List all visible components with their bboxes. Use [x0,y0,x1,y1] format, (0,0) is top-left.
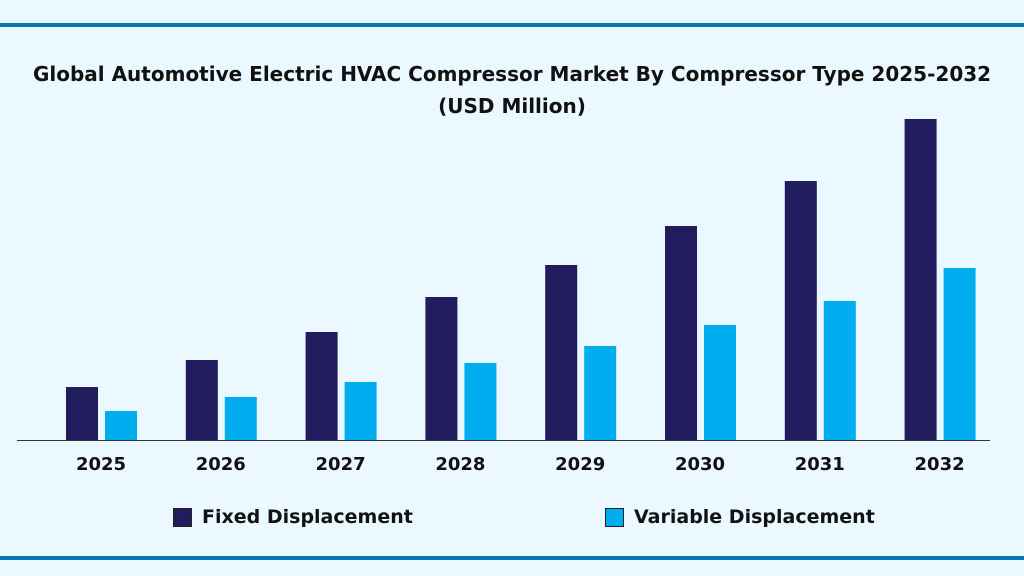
bar-fixed-2026 [185,360,218,440]
bar-variable-2026 [224,397,257,440]
x-tick-label: 2029 [555,454,605,475]
legend-swatch-variable [605,507,624,527]
chart-title: Global Automotive Electric HVAC Compress… [0,58,1024,122]
legend-swatch-fixed [173,507,192,527]
bar-variable-2028 [464,363,497,440]
legend-item-variable: Variable Displacement [605,506,875,528]
x-tick-label: 2027 [316,454,366,475]
title-text: Global Automotive Electric HVAC Compress… [32,62,992,86]
legend-item-fixed: Fixed Displacement [173,506,413,528]
top-rule [0,23,1024,27]
bar-fixed-2032 [904,119,937,440]
bar-variable-2025 [105,411,137,440]
x-tick-label: 2025 [76,454,126,475]
bar-fixed-2027 [305,332,338,440]
bar-variable-2031 [823,301,856,440]
bar-variable-2032 [943,268,976,440]
x-tick-label: 2030 [675,454,725,475]
bar-variable-2029 [584,346,617,440]
legend-label-fixed: Fixed Displacement [202,506,413,528]
x-tick-label: 2026 [196,454,246,475]
bottom-rule [0,556,1024,560]
x-tick-label: 2028 [435,454,485,475]
bar-variable-2030 [704,325,736,440]
bar-variable-2027 [344,382,377,440]
bar-fixed-2030 [665,226,697,440]
legend-label-variable: Variable Displacement [634,506,875,528]
x-tick-label: 2032 [915,454,965,475]
bar-fixed-2025 [66,387,98,440]
subtitle-text: (USD Million) [438,94,586,118]
bar-fixed-2029 [545,265,578,440]
x-tick-label: 2031 [795,454,845,475]
bar-fixed-2031 [784,181,817,440]
bar-fixed-2028 [425,297,458,440]
